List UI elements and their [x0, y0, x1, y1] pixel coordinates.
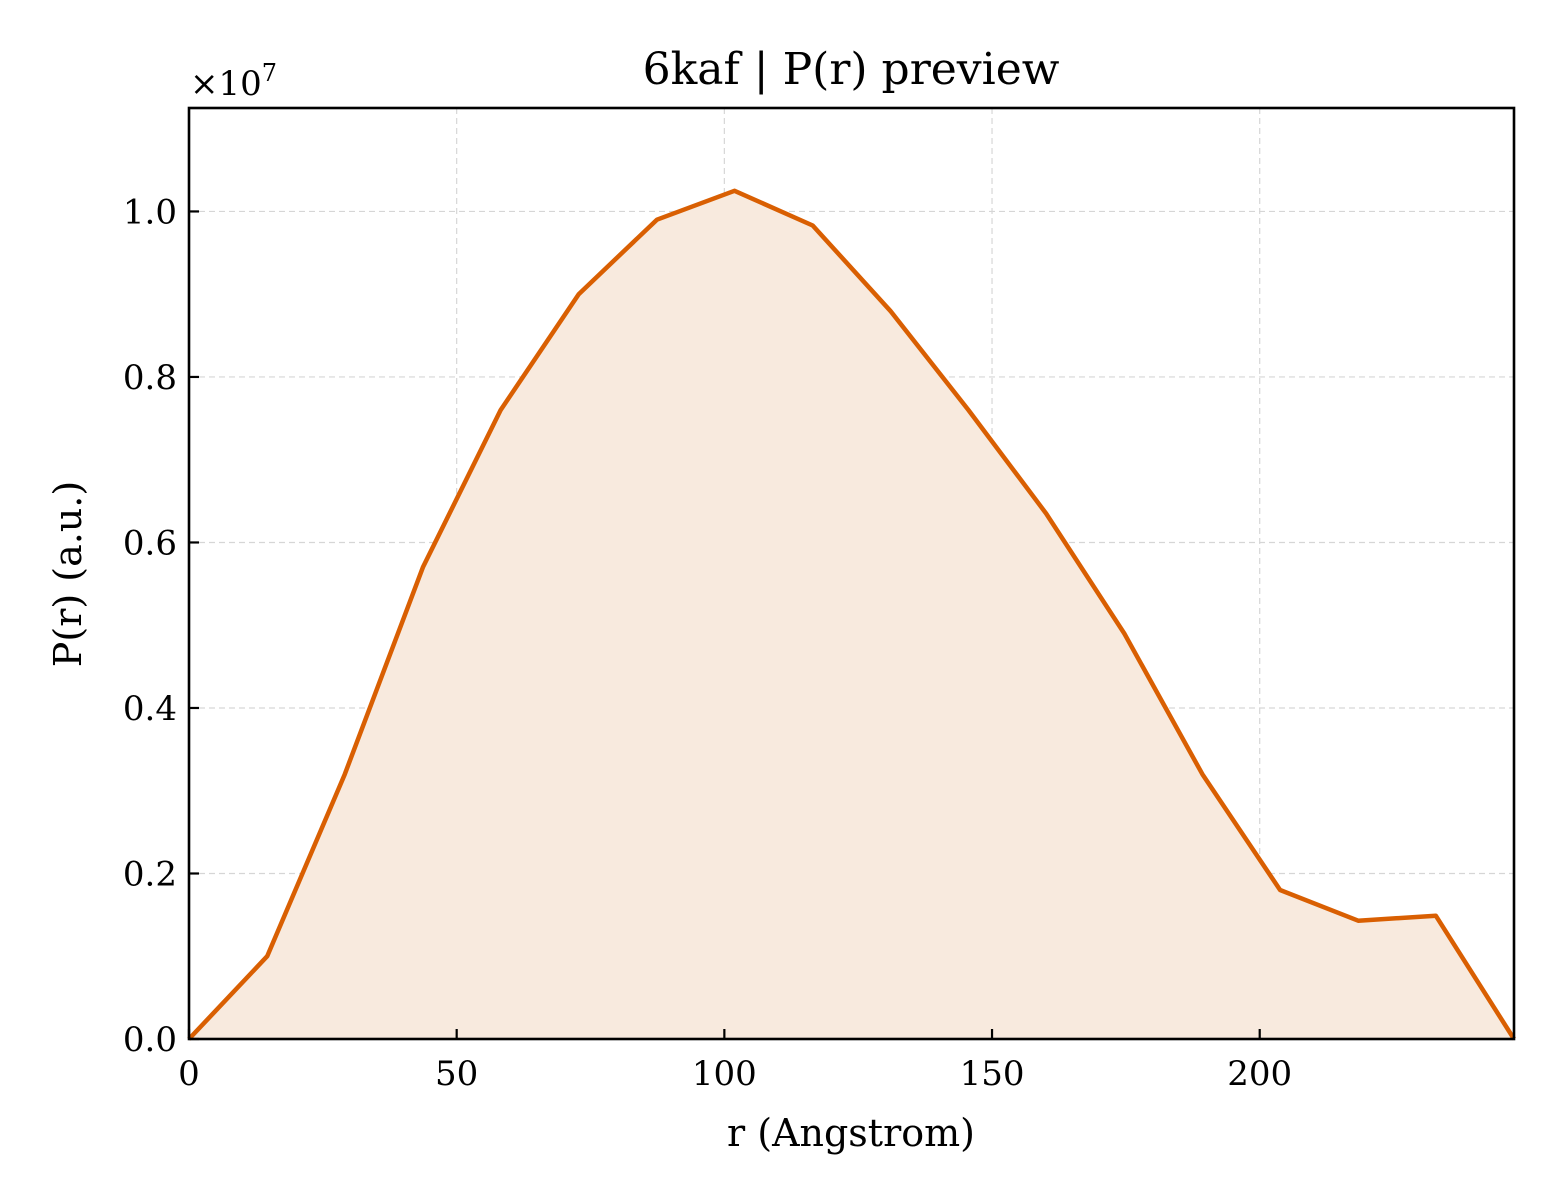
y-tick-label: 1.0 — [123, 192, 177, 232]
ticks-layer: 0 50 100 150 200 0.0 0.2 0.4 0.6 0.8 1.0 — [123, 192, 1292, 1094]
axes-frame — [187, 106, 1516, 1041]
chart-title: 6kaf | P(r) preview — [643, 44, 1060, 95]
pr-area-fill — [189, 190, 1514, 1040]
y-tick-label: 0.8 — [123, 358, 177, 398]
y-tick-label: 0.0 — [123, 1020, 177, 1060]
y-tick-label: 0.4 — [123, 689, 177, 729]
x-tick-label: 0 — [178, 1054, 200, 1094]
y-multiplier-base: ×10 — [190, 64, 262, 104]
x-tick-label: 200 — [1227, 1054, 1292, 1094]
x-tick-label: 100 — [692, 1054, 757, 1094]
x-tick-label: 50 — [435, 1054, 478, 1094]
y-multiplier-label: ×107 — [190, 59, 277, 104]
y-tick-label: 0.6 — [123, 523, 177, 563]
x-axis-label: r (Angstrom) — [727, 1111, 975, 1155]
pr-series-line — [187, 188, 1516, 1041]
y-axis-label: P(r) (a.u.) — [46, 481, 90, 667]
y-multiplier-exponent: 7 — [262, 59, 277, 87]
y-tick-label: 0.2 — [123, 854, 177, 894]
x-tick-label: 150 — [960, 1054, 1025, 1094]
